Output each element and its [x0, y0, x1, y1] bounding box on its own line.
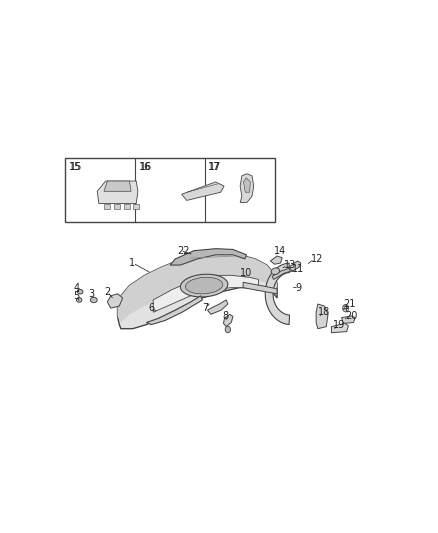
- Polygon shape: [342, 316, 355, 324]
- Text: 5: 5: [74, 291, 80, 301]
- Polygon shape: [243, 282, 277, 294]
- Ellipse shape: [180, 274, 228, 297]
- Text: 2: 2: [104, 287, 110, 297]
- Polygon shape: [146, 296, 202, 325]
- Text: 7: 7: [202, 303, 208, 313]
- Text: 10: 10: [240, 268, 252, 278]
- Text: 3: 3: [88, 289, 95, 299]
- Text: 15: 15: [70, 161, 82, 172]
- Polygon shape: [316, 304, 328, 329]
- Ellipse shape: [77, 298, 82, 302]
- Polygon shape: [97, 181, 138, 204]
- Polygon shape: [270, 256, 282, 264]
- Text: 1: 1: [130, 258, 135, 268]
- Text: 4: 4: [74, 282, 80, 293]
- Ellipse shape: [185, 277, 223, 294]
- Ellipse shape: [90, 297, 97, 303]
- Polygon shape: [133, 204, 139, 209]
- Polygon shape: [208, 300, 228, 314]
- Polygon shape: [289, 261, 301, 271]
- Polygon shape: [265, 263, 290, 325]
- Ellipse shape: [78, 289, 83, 294]
- Polygon shape: [104, 181, 131, 191]
- Polygon shape: [240, 174, 254, 203]
- Text: 19: 19: [333, 320, 345, 329]
- Text: 22: 22: [177, 246, 190, 256]
- Ellipse shape: [271, 268, 279, 274]
- Polygon shape: [272, 268, 291, 279]
- Text: 9: 9: [296, 282, 302, 293]
- Polygon shape: [170, 248, 247, 265]
- Text: 16: 16: [140, 161, 152, 172]
- Polygon shape: [114, 204, 120, 209]
- Text: 15: 15: [69, 163, 81, 173]
- Bar: [65, 158, 276, 222]
- Text: 18: 18: [318, 307, 330, 317]
- Polygon shape: [117, 253, 277, 329]
- Polygon shape: [153, 276, 258, 312]
- Circle shape: [343, 304, 349, 312]
- Text: 13: 13: [284, 260, 296, 270]
- Polygon shape: [244, 178, 251, 192]
- Text: 17: 17: [208, 163, 221, 173]
- Polygon shape: [182, 182, 224, 200]
- Text: 14: 14: [274, 246, 286, 256]
- Polygon shape: [223, 314, 233, 327]
- Text: 8: 8: [223, 311, 229, 321]
- Text: 17: 17: [209, 161, 221, 172]
- Text: 20: 20: [345, 311, 357, 321]
- Text: 11: 11: [293, 264, 304, 274]
- Polygon shape: [124, 204, 131, 209]
- Polygon shape: [117, 253, 277, 322]
- Text: 21: 21: [343, 299, 356, 309]
- Text: 12: 12: [311, 254, 323, 264]
- Circle shape: [225, 326, 230, 333]
- Polygon shape: [332, 324, 348, 333]
- Polygon shape: [107, 294, 123, 308]
- Polygon shape: [104, 204, 110, 209]
- Text: 16: 16: [139, 163, 151, 173]
- Text: 6: 6: [148, 303, 154, 313]
